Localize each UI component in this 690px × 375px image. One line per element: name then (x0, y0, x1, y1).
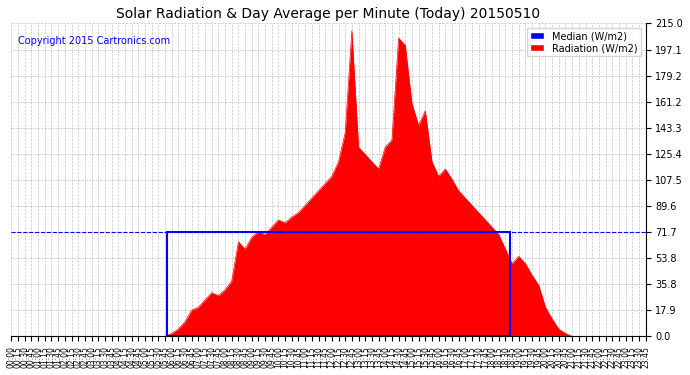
Title: Solar Radiation & Day Average per Minute (Today) 20150510: Solar Radiation & Day Average per Minute… (117, 7, 540, 21)
Legend: Median (W/m2), Radiation (W/m2): Median (W/m2), Radiation (W/m2) (527, 28, 641, 56)
Text: Copyright 2015 Cartronics.com: Copyright 2015 Cartronics.com (18, 36, 170, 46)
Bar (167, 232, 510, 336)
